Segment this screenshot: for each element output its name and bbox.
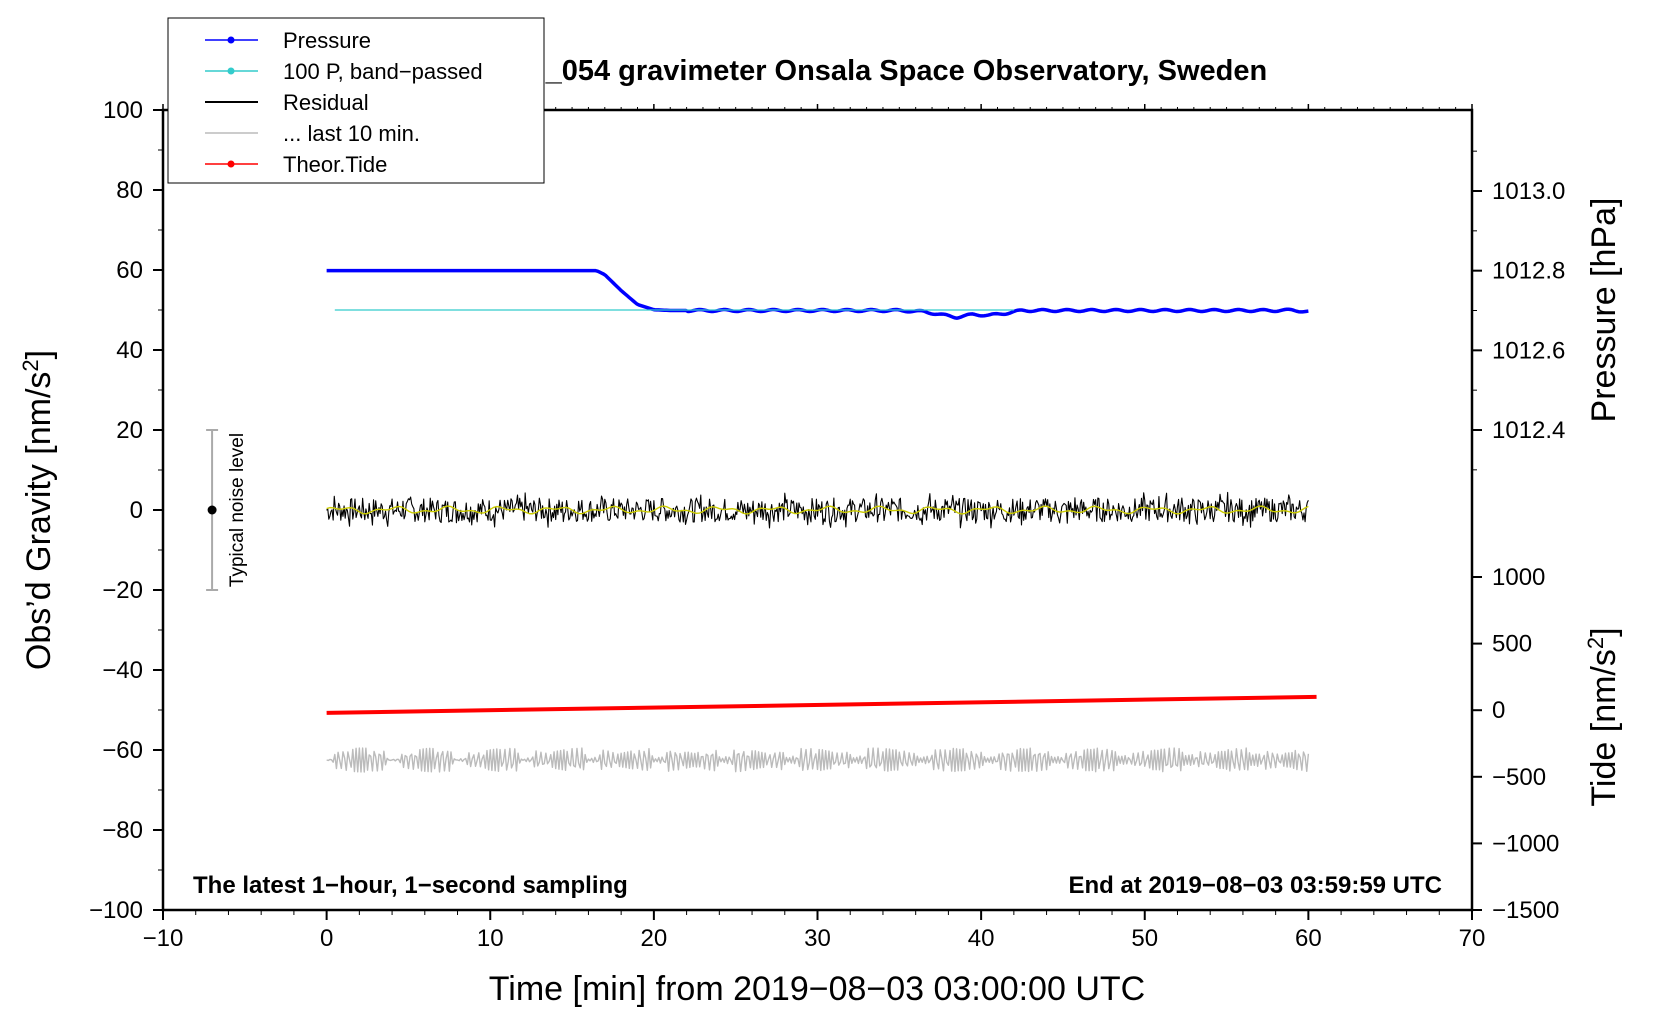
x-tick-label: −10 — [143, 925, 184, 952]
y-tick-label: 0 — [130, 497, 143, 524]
residual-smoothed-line — [326, 505, 1309, 515]
y-axis-label-tide-main: Tide [nm/s — [1585, 649, 1623, 806]
y-axis-label-tide: Tide [nm/s2] — [1583, 627, 1623, 806]
y-axis-label-tide-sup: 2 — [1583, 637, 1608, 649]
legend: Pressure 100 P, band−passed Residual ... la… — [167, 17, 545, 184]
x-tick-label: 10 — [477, 925, 504, 952]
y-tick-label: −60 — [102, 737, 143, 764]
noise-bar-group: Typical noise level — [206, 429, 248, 591]
tide-tick-label: 0 — [1492, 697, 1505, 724]
x-tick-label: 30 — [804, 925, 831, 952]
y-tick-label: 20 — [116, 417, 143, 444]
y-axis-left: −100 −80 −60 −40 −20 0 20 40 60 80 100 — [89, 97, 163, 924]
legend-box — [167, 17, 545, 184]
pressure-line — [326, 268, 1309, 320]
legend-label: ... last 10 min. — [283, 121, 420, 146]
y-axis-label-left-end: ] — [20, 350, 58, 359]
last-10-min-line — [326, 747, 1310, 773]
tide-tick-label: 500 — [1492, 631, 1532, 658]
x-tick-label: 50 — [1131, 925, 1158, 952]
legend-label: Residual — [283, 90, 369, 115]
x-axis: −10 0 10 20 30 40 50 60 70 — [143, 104, 1486, 952]
legend-label: Theor.Tide — [283, 152, 387, 177]
x-tick-label: 40 — [968, 925, 995, 952]
pressure-tick-label: 1012.4 — [1492, 417, 1565, 444]
y-axis-tide: −1500 −1000 −500 0 500 1000 — [1472, 564, 1559, 924]
legend-marker — [227, 36, 235, 44]
x-tick-label: 60 — [1295, 925, 1322, 952]
tide-line — [326, 694, 1317, 715]
x-tick-label: 70 — [1459, 925, 1486, 952]
tide-tick-label: −1000 — [1492, 830, 1559, 857]
legend-marker — [227, 67, 235, 75]
y-axis-label-left-main: Obs’d Gravity [nm/s — [20, 372, 58, 671]
y-tick-label: 100 — [103, 97, 143, 124]
series-layer — [326, 268, 1317, 773]
y-tick-label: −40 — [102, 657, 143, 684]
residual-line — [326, 491, 1309, 529]
pressure-tick-label: 1012.8 — [1492, 258, 1565, 285]
y-axis-pressure: 1012.4 1012.6 1012.8 1013.0 — [1472, 150, 1565, 471]
tide-tick-label: −1500 — [1492, 897, 1559, 924]
legend-label: Pressure — [283, 28, 371, 53]
pressure-tick-label: 1013.0 — [1492, 178, 1565, 205]
noise-bar-label: Typical noise level — [227, 433, 248, 587]
pressure-tick-label: 1012.6 — [1492, 337, 1565, 364]
y-tick-label: 80 — [116, 177, 143, 204]
y-tick-label: −100 — [89, 897, 143, 924]
footer-left: The latest 1−hour, 1−second sampling — [193, 872, 628, 899]
y-tick-label: −80 — [102, 817, 143, 844]
y-tick-label: 40 — [116, 337, 143, 364]
y-axis-label-pressure: Pressure [hPa] — [1585, 198, 1623, 423]
tide-tick-label: −500 — [1492, 764, 1546, 791]
legend-label: 100 P, band−passed — [283, 59, 483, 84]
x-axis-label: Time [min] from 2019−08−03 03:00:00 UTC — [489, 970, 1145, 1008]
tide-tick-label: 1000 — [1492, 564, 1545, 591]
y-tick-label: 60 — [116, 257, 143, 284]
y-axis-label-tide-end: ] — [1585, 627, 1623, 636]
y-axis-label-left-sup: 2 — [18, 359, 43, 371]
x-tick-label: 20 — [641, 925, 668, 952]
x-tick-label: 0 — [320, 925, 333, 952]
chart-title: SCG_054 gravimeter Onsala Space Observat… — [483, 55, 1267, 87]
noise-bar-dot — [207, 505, 217, 515]
y-tick-label: −20 — [102, 577, 143, 604]
legend-marker — [227, 160, 235, 168]
y-axis-label-left: Obs’d Gravity [nm/s2] — [18, 350, 58, 670]
footer-right: End at 2019−08−03 03:59:59 UTC — [1068, 872, 1442, 899]
